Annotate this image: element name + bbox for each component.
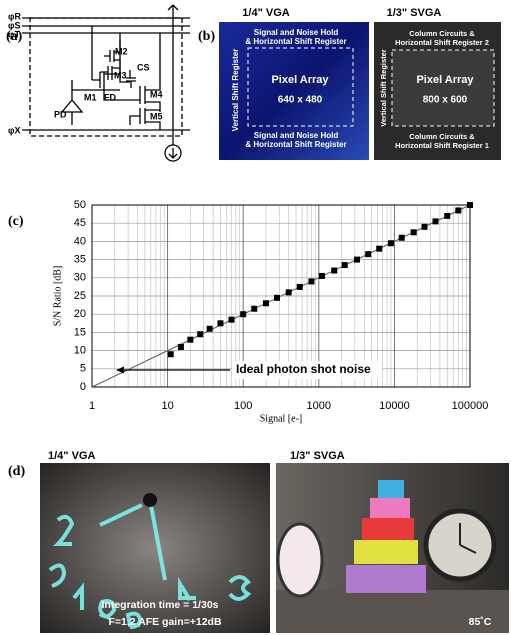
data-point	[187, 337, 193, 343]
clock-hub	[143, 493, 157, 507]
data-point	[433, 218, 439, 224]
data-point	[399, 235, 405, 241]
chip-text: Horizontal Shift Register 2	[395, 38, 489, 47]
photo-title: 1/4" VGA	[48, 450, 95, 462]
x-tick-label: 1000	[307, 400, 331, 412]
chip-text: Signal and Noise Hold	[254, 131, 339, 140]
photodiode	[62, 80, 120, 125]
data-point	[274, 295, 280, 301]
device-label: M4	[150, 89, 163, 99]
chip-text: Column Circuits &	[409, 29, 475, 38]
chip-text: Pixel Array	[271, 74, 329, 86]
data-point	[228, 317, 234, 323]
device-label: FD	[104, 92, 116, 102]
device-label: CS	[137, 62, 150, 72]
photo-caption: 85˚C	[469, 616, 492, 628]
pixel-array-outline	[392, 50, 494, 126]
device-label: M1	[84, 92, 97, 102]
data-point	[421, 224, 427, 230]
data-point	[263, 300, 269, 306]
device-label: M2	[115, 46, 128, 56]
data-point	[207, 326, 213, 332]
data-point	[240, 311, 246, 317]
chip-text: Vertical Shift Register	[231, 49, 240, 132]
data-point	[308, 278, 314, 284]
data-point	[467, 202, 473, 208]
lamp	[278, 524, 322, 596]
y-tick-label: 0	[80, 381, 86, 393]
figure: (a) φR φS φT φX M2 M3 CS M1 FD M4 M5 PD …	[0, 0, 511, 635]
photo-caption: Integration time = 1/30s	[102, 599, 219, 611]
chip-text: & Horizontal Shift Register	[245, 37, 346, 46]
panel-b: (b) 1/4" VGA 1/3" SVGA Signal and Noise …	[198, 7, 501, 160]
y-tick-label: 25	[74, 290, 86, 302]
data-point	[388, 240, 394, 246]
y-tick-label: 50	[74, 199, 86, 211]
y-axis-label: S/N Ratio [dB]	[52, 266, 63, 327]
device-label: M3	[114, 70, 127, 80]
y-tick-label: 15	[74, 326, 86, 338]
y-tick-label: 10	[74, 345, 86, 357]
x-tick-label: 100000	[452, 400, 489, 412]
data-point	[444, 213, 450, 219]
wire	[173, 5, 178, 10]
panel-a	[22, 5, 190, 161]
capacitor-cs	[126, 70, 136, 88]
data-point	[251, 306, 257, 312]
data-point	[331, 268, 337, 274]
panel-label: (c)	[8, 214, 24, 229]
panel-label: (b)	[198, 29, 215, 44]
chip-text: Pixel Array	[416, 74, 474, 86]
data-point	[376, 246, 382, 252]
x-tick-label: 100	[234, 400, 252, 412]
y-tick-label: 35	[74, 254, 86, 266]
wire	[168, 5, 173, 10]
data-point	[411, 229, 417, 235]
y-tick-label: 40	[74, 235, 86, 247]
panel-label: (d)	[8, 464, 25, 479]
chip-text: Column Circuits &	[409, 132, 475, 141]
data-point	[455, 207, 461, 213]
x-tick-label: 10000	[379, 400, 410, 412]
data-point	[178, 344, 184, 350]
y-tick-label: 30	[74, 272, 86, 284]
signal-label: φT	[8, 29, 20, 39]
data-point	[168, 351, 174, 357]
data-point	[319, 273, 325, 279]
y-tick-label: 5	[80, 363, 86, 375]
chip-text: Signal and Noise Hold	[254, 28, 339, 37]
photo-caption: F=1.2 AFE gain=+12dB	[108, 616, 222, 628]
figure-canvas: (a) φR φS φT φX M2 M3 CS M1 FD M4 M5 PD …	[0, 0, 511, 635]
panel-d: (d) 1/4" VGA 1/3" SVGA Integration time …	[8, 450, 509, 633]
x-tick-label: 1	[89, 400, 95, 412]
data-point	[297, 284, 303, 290]
data-point	[365, 251, 371, 257]
y-tick-label: 45	[74, 217, 86, 229]
panel-c: (c) S/N Ratio [dB] Signal [e-] 0 5 10 15 20 2…	[8, 199, 488, 424]
chip-text: & Horizontal Shift Register	[245, 140, 346, 149]
chip-text: Vertical Shift Register	[379, 49, 388, 127]
chip-text: 800 x 600	[423, 95, 468, 106]
data-point	[217, 320, 223, 326]
device-label: M5	[150, 111, 163, 121]
chip-text: Horizontal Shift Register 1	[395, 141, 489, 150]
chip-text: 640 x 480	[278, 95, 323, 106]
x-tick-label: 10	[161, 400, 173, 412]
signal-label: φX	[8, 125, 20, 135]
chip-title: 1/3" SVGA	[387, 7, 442, 19]
data-point	[286, 289, 292, 295]
data-point	[354, 257, 360, 263]
data-point	[197, 331, 203, 337]
photo-title: 1/3" SVGA	[290, 450, 345, 462]
chip-title: 1/4" VGA	[242, 7, 289, 19]
y-tick-label: 20	[74, 308, 86, 320]
device-label: PD	[54, 109, 67, 119]
x-axis-label: Signal [e-]	[260, 413, 303, 424]
annotation: Ideal photon shot noise	[236, 362, 371, 376]
data-point	[342, 262, 348, 268]
